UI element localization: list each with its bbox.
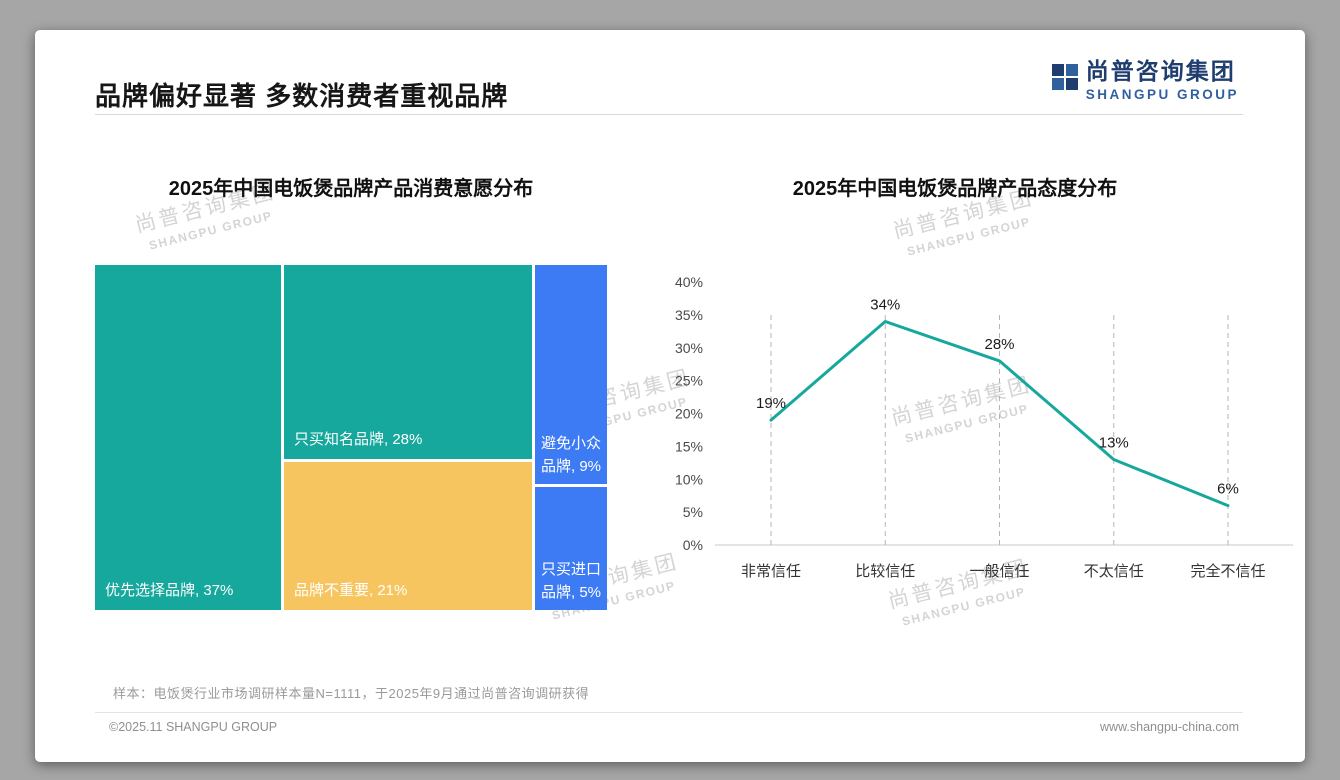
y-axis-tick: 15% (675, 438, 703, 454)
treemap-label: 只买进口品牌, 5% (540, 561, 601, 601)
treemap-chart: 优先选择品牌, 37% 只买知名品牌, 28% 品牌不重要, 21% 避免小众品牌, … (95, 265, 607, 610)
treemap-title: 2025年中国电饭煲品牌产品消费意愿分布 (168, 178, 534, 200)
copyright-text: ©2025.11 SHANGPU GROUP (109, 720, 278, 734)
logo-icon (1051, 64, 1078, 90)
slide-card: 尚普咨询集团 SHANGPU GROUP 尚普咨询集团 SHANGPU GROUP 尚普… (35, 30, 1305, 762)
x-category-label: 不太信任 (1084, 563, 1144, 580)
line-chart-title: 2025年中国电饭煲品牌产品态度分布 (792, 178, 1118, 200)
y-axis-tick: 0% (683, 537, 703, 553)
y-axis-tick: 10% (675, 471, 703, 487)
x-category-label: 非常信任 (741, 563, 801, 580)
y-axis-tick: 20% (675, 406, 703, 422)
treemap-block-2: 只买知名品牌, 28% (284, 265, 532, 459)
data-line (769, 320, 1230, 508)
treemap-label: 避免小众品牌, 9% (540, 435, 601, 475)
y-axis-tick: 40% (675, 274, 703, 290)
data-point-label: 6% (1217, 481, 1239, 498)
logo-text: 尚普咨询集团 SHANGPU GROUP (1086, 52, 1239, 102)
x-category-label: 完全不信任 (1190, 562, 1265, 580)
x-category-label: 比较信任 (855, 562, 915, 580)
footer-divider (95, 712, 1243, 713)
logo-text-en: SHANGPU GROUP (1085, 87, 1239, 102)
treemap-block-3: 品牌不重要, 21% (284, 462, 532, 610)
treemap-block-5: 只买进口品牌, 5% (535, 487, 607, 610)
y-axis-tick: 30% (675, 340, 703, 356)
data-point-label: 28% (984, 336, 1014, 353)
treemap-block-1: 优先选择品牌, 37% (95, 265, 281, 610)
page-title: 品牌偏好显著 多数消费者重视品牌 (95, 81, 509, 111)
website-text: www.shangpu-china.com (1100, 720, 1239, 734)
treemap-label: 只买知名品牌, 28% (294, 430, 423, 448)
title-divider (95, 114, 1243, 115)
data-point-label: 13% (1099, 435, 1129, 452)
treemap-label: 优先选择品牌, 37% (105, 581, 234, 599)
treemap-label: 品牌不重要, 21% (294, 581, 408, 599)
treemap-block-4: 避免小众品牌, 9% (535, 265, 607, 484)
x-category-label: 一般信任 (969, 563, 1029, 580)
line-chart: 40% 35% 30% 25% 20% 15% 10% 5% 0% 非常信任 比较信任 一般信任 不太信… (675, 274, 1293, 580)
y-axis-tick: 35% (675, 307, 703, 323)
y-axis-tick: 5% (683, 504, 703, 520)
data-point-label: 19% (756, 395, 786, 412)
sample-note: 样本：电饭煲行业市场调研样本量N=1111，于2025年9月通过尚普咨询调研获得 (113, 686, 590, 701)
slide-content: 品牌偏好显著 多数消费者重视品牌 尚普咨询集团 SHANGPU GROUP 20… (35, 30, 1305, 762)
y-axis-tick: 25% (675, 373, 703, 389)
logo-text-cn: 尚普咨询集团 (1085, 58, 1236, 84)
logo: 尚普咨询集团 SHANGPU GROUP (1051, 52, 1239, 102)
data-point-label: 34% (870, 296, 900, 313)
